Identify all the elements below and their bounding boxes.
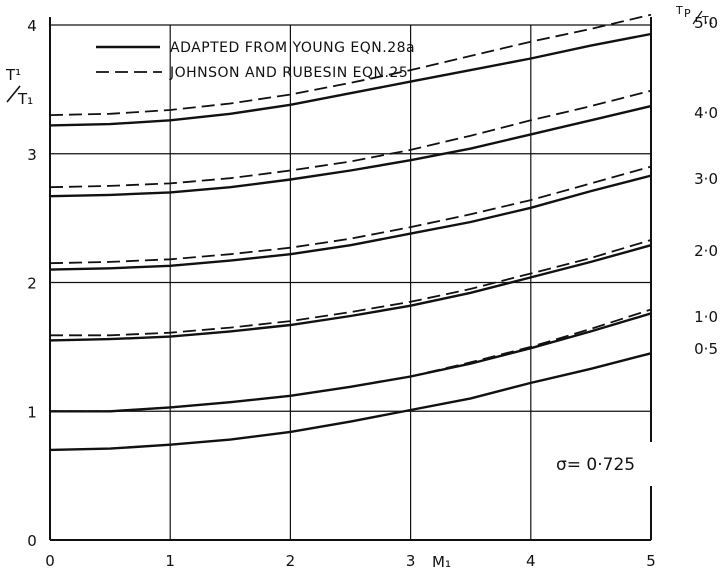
dashed-curve-0: [49, 13, 652, 116]
x-tick-label-2: 2: [286, 552, 296, 570]
y-tick-label-4: 4: [27, 17, 37, 35]
legend-dashed-label: JOHNSON AND RUBESIN EQN.25: [169, 65, 408, 81]
solid-curve-0: [49, 32, 652, 127]
right-param-label-4: 1·0: [694, 308, 718, 326]
grid: [50, 24, 651, 540]
solid-curve-3: [49, 244, 652, 342]
legend-solid-label: ADAPTED FROM YOUNG EQN.28a: [170, 40, 415, 56]
right-param-label-2: 3·0: [694, 170, 718, 188]
right-axis-title-numerator: T: [675, 4, 683, 17]
y-axis-label-numerator: T¹: [5, 66, 21, 84]
right-param-label-1: 4·0: [694, 104, 718, 122]
y-tick-label-3: 3: [27, 146, 37, 164]
y-axis-label-denominator: T₁: [17, 90, 33, 108]
y-tick-label-1: 1: [27, 403, 37, 421]
annotation-box: [552, 442, 656, 486]
solid-curve-4: [50, 312, 652, 413]
legend: ADAPTED FROM YOUNG EQN.28a JOHNSON AND R…: [96, 40, 415, 81]
x-tick-label-0: 0: [45, 552, 55, 570]
dashed-curve-1: [49, 89, 652, 189]
y-axis-label: T¹ T₁: [5, 66, 33, 108]
dashed-curve-3: [50, 239, 652, 337]
right-axis-title-denominator: T₁: [701, 14, 713, 27]
x-tick-label-1: 1: [165, 552, 175, 570]
tick-labels: 0 1 2 3 4 5 0 1 2 3 4 5·0 4·0 3·0 2·0 1·0 0·5: [27, 14, 718, 570]
x-axis-label: M₁: [432, 553, 451, 571]
solid-curve-2: [49, 174, 652, 271]
right-param-label-3: 2·0: [694, 242, 718, 260]
solid-curve-5: [49, 352, 652, 452]
dashed-curve-2: [49, 165, 652, 265]
right-param-label-5: 0·5: [694, 340, 718, 358]
right-axis-title-subscript: P: [684, 7, 691, 20]
y-axis-label-slash: [6, 85, 21, 103]
sigma-annotation: σ= 0·725: [556, 455, 635, 475]
right-axis-title-slash: [692, 10, 703, 25]
solid-curve-1: [49, 104, 652, 198]
right-axis-title: T P T₁: [675, 4, 713, 27]
x-tick-label-4: 4: [526, 552, 536, 570]
dashed-curve-4: [50, 308, 652, 413]
y-tick-label-2: 2: [27, 275, 37, 293]
y-tick-label-0: 0: [27, 532, 37, 550]
right-param-label-0: 5·0: [694, 14, 718, 32]
x-tick-label-3: 3: [406, 552, 416, 570]
x-tick-label-5: 5: [646, 552, 656, 570]
curves: [49, 13, 652, 452]
